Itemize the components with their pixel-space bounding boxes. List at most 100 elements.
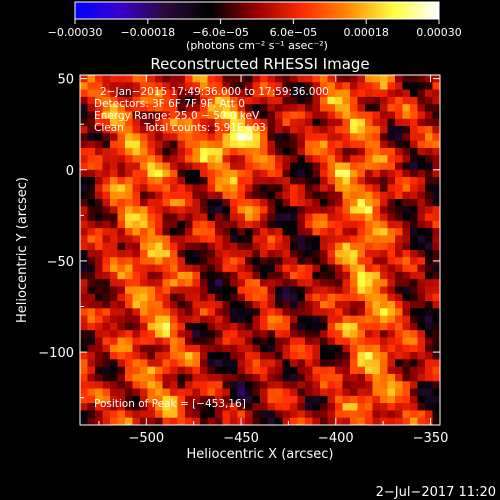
heatmap-cell	[425, 104, 433, 112]
heatmap-cell	[387, 198, 396, 207]
heatmap-cell	[132, 388, 141, 397]
heatmap-cell	[297, 271, 306, 280]
heatmap-cell	[162, 388, 171, 397]
heatmap-cell	[185, 228, 193, 236]
heatmap-cell	[140, 140, 148, 149]
heatmap-cell	[395, 417, 403, 425]
heatmap-cell	[147, 155, 156, 163]
heatmap-cell	[207, 344, 216, 353]
heatmap-cell	[132, 337, 141, 346]
heatmap-cell	[342, 330, 351, 338]
heatmap-cell	[245, 250, 253, 258]
heatmap-cell	[110, 322, 118, 331]
heatmap-cell	[252, 126, 261, 134]
heatmap-cell	[350, 250, 358, 258]
heatmap-cell	[432, 177, 440, 185]
heatmap-cell	[432, 89, 440, 98]
heatmap-cell	[230, 381, 238, 389]
heatmap-cell	[372, 111, 381, 120]
heatmap-cell	[102, 162, 111, 171]
heatmap-cell	[207, 417, 216, 425]
heatmap-cell	[177, 155, 186, 163]
heatmap-cell	[305, 352, 313, 360]
heatmap-cell	[342, 220, 351, 229]
heatmap-cell	[87, 206, 96, 214]
heatmap-cell	[372, 191, 381, 200]
heatmap-cell	[335, 82, 343, 90]
heatmap-cell	[147, 220, 156, 229]
heatmap-cell	[380, 264, 388, 273]
heatmap-cell	[417, 104, 426, 112]
heatmap-cell	[147, 75, 156, 83]
heatmap-cell	[335, 213, 343, 222]
heatmap-cell	[87, 359, 96, 367]
heatmap-cell	[132, 140, 141, 149]
heatmap-cell	[170, 140, 178, 149]
heatmap-cell	[425, 82, 433, 90]
heatmap-cell	[320, 337, 328, 346]
heatmap-cell	[110, 133, 118, 141]
heatmap-cell	[335, 198, 343, 207]
heatmap-cell	[155, 308, 163, 316]
heatmap-cell	[222, 147, 231, 156]
heatmap-cell	[95, 126, 103, 134]
heatmap-cell	[260, 271, 268, 280]
heatmap-cell	[155, 271, 163, 280]
heatmap-cell	[87, 417, 96, 425]
heatmap-cell	[282, 89, 291, 98]
heatmap-cell	[222, 89, 231, 98]
colorbar-tick-label: 0.00030	[416, 26, 462, 39]
heatmap-cell	[350, 220, 358, 229]
heatmap-cell	[245, 410, 253, 419]
heatmap-cell	[192, 322, 201, 331]
heatmap-cell	[432, 228, 440, 236]
heatmap-cell	[80, 352, 88, 360]
heatmap-cell	[432, 104, 440, 112]
heatmap-cell	[230, 344, 238, 353]
heatmap-cell	[267, 366, 276, 375]
heatmap-cell	[267, 140, 276, 149]
heatmap-cell	[252, 286, 261, 295]
heatmap-cell	[260, 147, 268, 156]
heatmap-cell	[245, 96, 253, 105]
heatmap-cell	[282, 293, 291, 302]
heatmap-cell	[417, 388, 426, 397]
heatmap-cell	[372, 279, 381, 287]
heatmap-cell	[372, 235, 381, 244]
heatmap-cell	[275, 133, 283, 141]
heatmap-cell	[432, 220, 440, 229]
heatmap-cell	[215, 315, 223, 324]
heatmap-cell	[380, 279, 388, 287]
heatmap-cell	[117, 104, 126, 112]
heatmap-cell	[335, 403, 343, 411]
heatmap-cell	[177, 104, 186, 112]
heatmap-cell	[282, 242, 291, 251]
heatmap-cell	[207, 111, 216, 120]
heatmap-cell	[312, 118, 321, 127]
heatmap-cell	[177, 228, 186, 236]
heatmap-cell	[290, 82, 298, 90]
heatmap-cell	[192, 410, 201, 419]
heatmap-cell	[350, 417, 358, 425]
heatmap-cell	[417, 220, 426, 229]
heatmap-cell	[335, 235, 343, 244]
heatmap-cell	[215, 271, 223, 280]
heatmap-cell	[342, 388, 351, 397]
heatmap-cell	[147, 140, 156, 149]
heatmap-cell	[222, 250, 231, 258]
heatmap-cell	[432, 155, 440, 163]
heatmap-cell	[395, 191, 403, 200]
heatmap-cell	[282, 169, 291, 178]
heatmap-cell	[395, 381, 403, 389]
heatmap-cell	[410, 126, 418, 134]
heatmap-cell	[417, 242, 426, 251]
heatmap-cell	[147, 395, 156, 404]
heatmap-cell	[110, 118, 118, 127]
heatmap-cell	[215, 337, 223, 346]
heatmap-cell	[245, 111, 253, 120]
heatmap-cell	[410, 257, 418, 265]
heatmap-cell	[275, 250, 283, 258]
heatmap-cell	[365, 75, 373, 83]
heatmap-cell	[95, 403, 103, 411]
heatmap-cell	[335, 359, 343, 367]
